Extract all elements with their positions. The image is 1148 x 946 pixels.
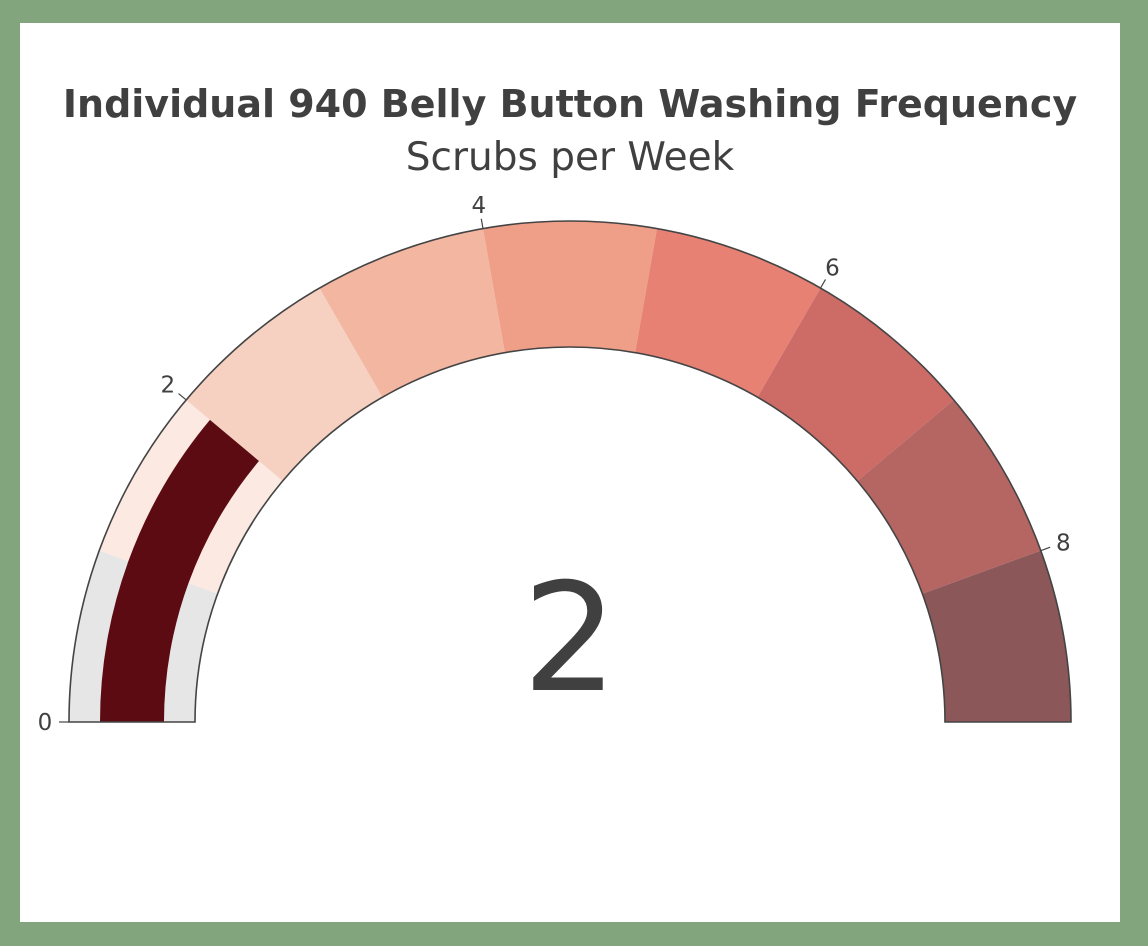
gauge-step-8 — [922, 550, 1071, 722]
chart-subtitle: Scrubs per Week — [406, 135, 735, 180]
tick-label-0: 0 — [38, 710, 53, 736]
gauge-step-7 — [857, 399, 1041, 594]
tick-mark-6 — [819, 279, 827, 289]
tick-mark-4 — [480, 218, 484, 229]
tick-label-6: 6 — [825, 255, 840, 281]
tick-mark-8 — [1040, 546, 1051, 552]
chart-title: Individual 940 Belly Button Washing Freq… — [63, 82, 1077, 126]
gauge-step-4 — [483, 220, 657, 353]
gauge-border — [68, 220, 1072, 723]
tick-label-8: 8 — [1056, 530, 1071, 556]
tick-label-4: 4 — [472, 193, 487, 219]
tick-mark-2 — [178, 393, 187, 401]
gauge-step-6 — [757, 288, 954, 481]
gauge-ticks: 0 2 4 6 8 — [38, 193, 1071, 736]
gauge-value-bar — [100, 419, 259, 722]
tick-label-2: 2 — [161, 373, 176, 399]
gauge-value-number: 2 — [522, 552, 617, 726]
gauge-step-5 — [635, 228, 821, 398]
gauge-outline — [68, 220, 1072, 723]
gauge-value-bar-group — [100, 419, 259, 722]
gauge-step-2 — [186, 288, 383, 481]
gauge-step-3 — [319, 228, 505, 398]
